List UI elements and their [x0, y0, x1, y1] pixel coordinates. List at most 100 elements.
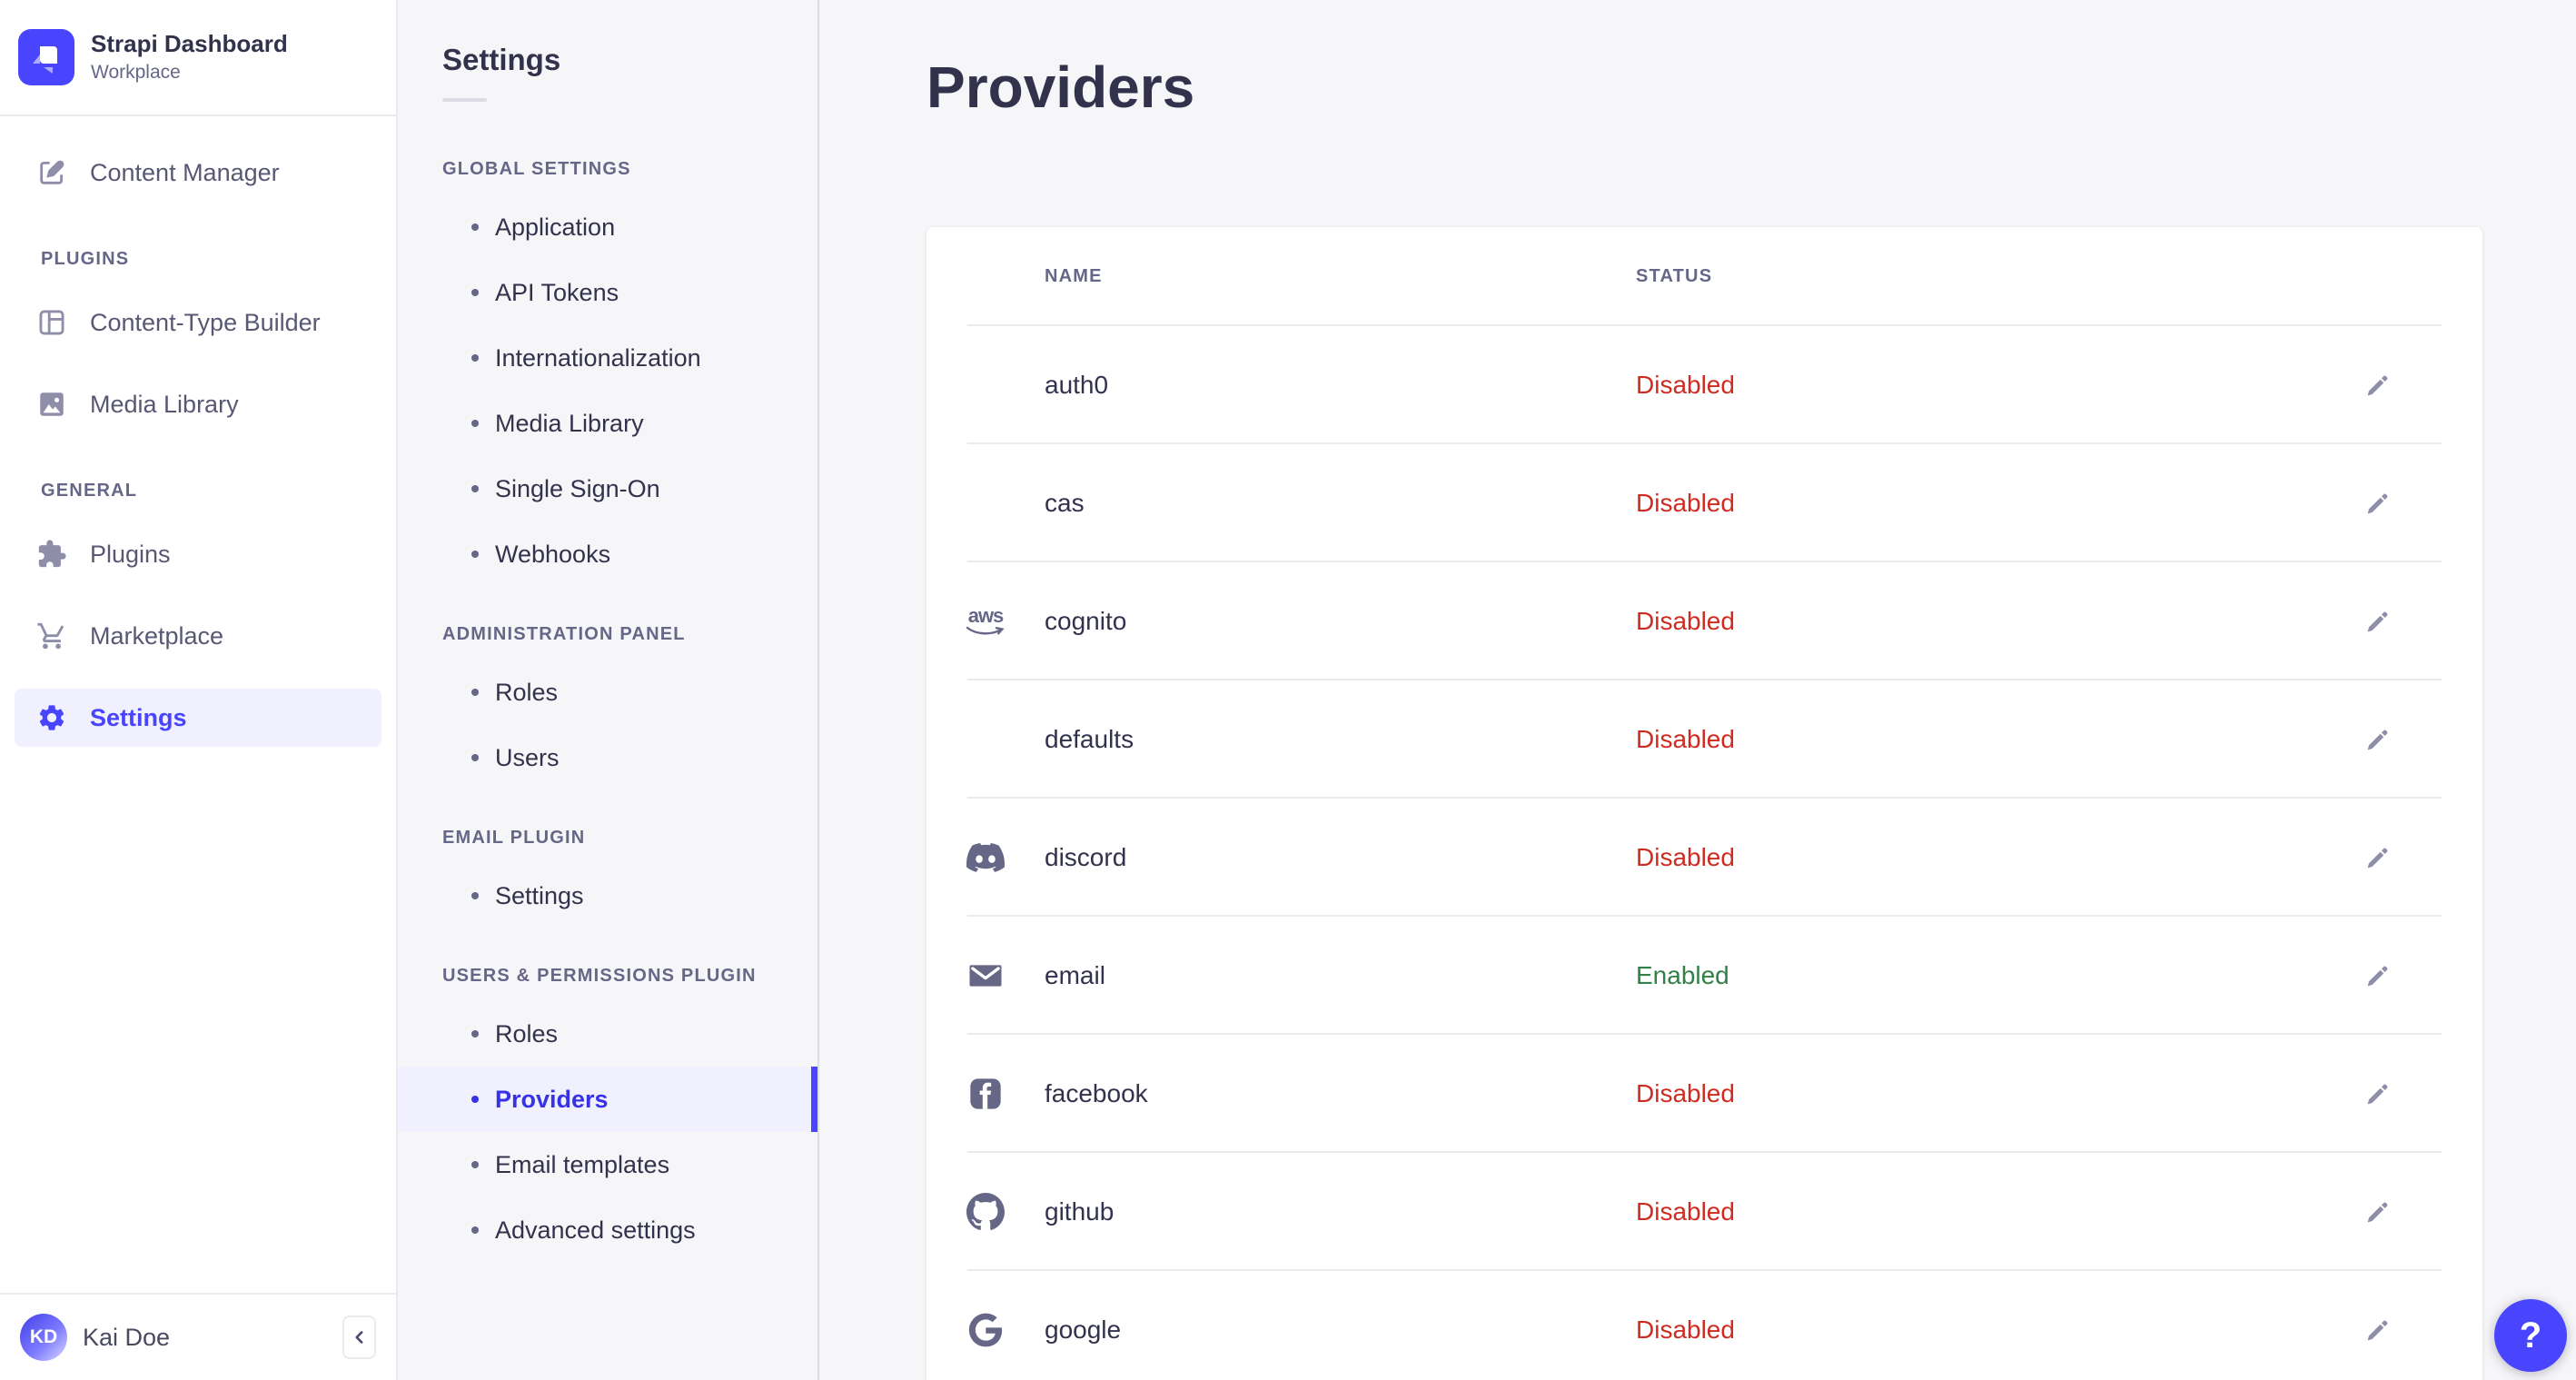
subnav-list-email-plugin: Settings — [398, 863, 817, 928]
edit-provider-button[interactable] — [2358, 1310, 2398, 1350]
provider-actions — [2274, 601, 2482, 641]
avatar[interactable]: KD — [20, 1314, 67, 1361]
bullet-icon — [471, 1161, 479, 1168]
sidebar-user-area: KD Kai Doe — [0, 1293, 396, 1380]
edit-provider-button[interactable] — [2358, 601, 2398, 641]
subnav-item-label: Email templates — [495, 1150, 670, 1178]
edit-provider-button[interactable] — [2358, 1192, 2398, 1232]
sidebar-item-media-library[interactable]: Media Library — [15, 375, 381, 433]
subnav-item-label: API Tokens — [495, 278, 619, 306]
edit-provider-button[interactable] — [2358, 365, 2398, 405]
edit-provider-button[interactable] — [2358, 838, 2398, 878]
email-icon — [926, 958, 1045, 994]
provider-name: google — [1045, 1315, 1122, 1344]
sidebar-section-plugins: PLUGINS — [41, 249, 130, 269]
subnav-item-webhooks[interactable]: Webhooks — [398, 521, 817, 587]
table-header-row: NAME STATUS — [926, 227, 2482, 326]
provider-name: github — [1045, 1197, 1115, 1226]
provider-name: cas — [1045, 489, 1085, 517]
bullet-icon — [471, 354, 479, 362]
subnav-item-email-templates[interactable]: Email templates — [398, 1132, 817, 1197]
subnav-item-application[interactable]: Application — [398, 194, 817, 260]
sidebar-item-label: Content-Type Builder — [90, 308, 321, 336]
provider-actions — [2274, 483, 2482, 523]
subnav-list-administration-panel: Roles Users — [398, 660, 817, 790]
subnav-item-single-sign-on[interactable]: Single Sign-On — [398, 456, 817, 521]
provider-status: Disabled — [1636, 607, 1735, 635]
page-title: Providers — [926, 55, 1195, 120]
edit-provider-button[interactable] — [2358, 483, 2398, 523]
sidebar-item-label: Media Library — [90, 390, 239, 418]
provider-name: defaults — [1045, 725, 1134, 753]
subnav-item-label: Providers — [495, 1085, 609, 1113]
subnav-section-users-permissions-plugin: USERS & PERMISSIONS PLUGIN — [442, 966, 757, 986]
subnav-item-label: Webhooks — [495, 540, 611, 568]
sidebar-item-marketplace[interactable]: Marketplace — [15, 607, 381, 665]
bullet-icon — [471, 289, 479, 296]
provider-name: cognito — [1045, 607, 1127, 635]
subnav-item-providers[interactable]: Providers — [398, 1067, 817, 1132]
provider-status: Disabled — [1636, 1197, 1735, 1226]
provider-status: Disabled — [1636, 843, 1735, 871]
bullet-icon — [471, 754, 479, 761]
content-type-builder-icon — [36, 307, 67, 338]
subnav-item-internationalization[interactable]: Internationalization — [398, 325, 817, 391]
subnav-list-users-permissions: Roles Providers Email templates Advanced… — [398, 1001, 817, 1263]
provider-name: email — [1045, 961, 1105, 989]
subnav-item-label: Settings — [495, 881, 584, 909]
provider-actions — [2274, 838, 2482, 878]
provider-actions — [2274, 1310, 2482, 1350]
subnav-item-label: Advanced settings — [495, 1216, 696, 1244]
subnav-list-global-settings: Application API Tokens Internationalizat… — [398, 194, 817, 587]
help-button[interactable]: ? — [2494, 1299, 2567, 1372]
google-icon — [926, 1313, 1045, 1347]
provider-actions — [2274, 1074, 2482, 1114]
provider-status: Disabled — [1636, 1079, 1735, 1107]
subnav-item-label: Internationalization — [495, 343, 701, 372]
table-row: auth0 Disabled — [926, 326, 2482, 444]
provider-status: Disabled — [1636, 1315, 1735, 1344]
media-library-icon — [36, 389, 67, 420]
subnav-item-email-settings[interactable]: Settings — [398, 863, 817, 928]
subnav-section-email-plugin: EMAIL PLUGIN — [442, 828, 586, 848]
sidebar-item-plugins[interactable]: Plugins — [15, 525, 381, 583]
subnav-item-up-roles[interactable]: Roles — [398, 1001, 817, 1067]
bullet-icon — [471, 1096, 479, 1103]
settings-subnav: Settings GLOBAL SETTINGS Application API… — [398, 0, 819, 1380]
github-icon — [926, 1193, 1045, 1231]
sidebar-item-label: Settings — [90, 703, 187, 731]
collapse-sidebar-button[interactable] — [342, 1315, 376, 1359]
table-row: email Enabled — [926, 917, 2482, 1035]
subnav-title-divider — [442, 98, 487, 102]
subnav-section-administration-panel: ADMINISTRATION PANEL — [442, 624, 686, 644]
provider-actions — [2274, 720, 2482, 759]
sidebar-item-content-type-builder[interactable]: Content-Type Builder — [15, 293, 381, 352]
table-row: facebook Disabled — [926, 1035, 2482, 1153]
edit-provider-button[interactable] — [2358, 1074, 2398, 1114]
provider-name: discord — [1045, 843, 1127, 871]
column-header-status: STATUS — [1636, 266, 1713, 286]
table-row: aws cognito Disabled — [926, 562, 2482, 680]
subnav-section-global-settings: GLOBAL SETTINGS — [442, 159, 631, 179]
subnav-item-media-library[interactable]: Media Library — [398, 391, 817, 456]
edit-provider-button[interactable] — [2358, 720, 2398, 759]
settings-gear-icon — [36, 702, 67, 733]
sidebar-item-label: Plugins — [90, 540, 171, 568]
subnav-item-api-tokens[interactable]: API Tokens — [398, 260, 817, 325]
table-row: discord Disabled — [926, 799, 2482, 917]
provider-actions — [2274, 1192, 2482, 1232]
provider-status: Disabled — [1636, 371, 1735, 399]
workspace-header[interactable]: Strapi Dashboard Workplace — [0, 0, 396, 116]
strapi-logo-icon — [18, 29, 74, 85]
edit-provider-button[interactable] — [2358, 956, 2398, 996]
bullet-icon — [471, 551, 479, 558]
provider-status: Disabled — [1636, 489, 1735, 517]
sidebar-item-content-manager[interactable]: Content Manager — [15, 144, 381, 202]
subnav-item-advanced-settings[interactable]: Advanced settings — [398, 1197, 817, 1263]
subnav-item-admin-users[interactable]: Users — [398, 725, 817, 790]
subnav-item-admin-roles[interactable]: Roles — [398, 660, 817, 725]
sidebar-item-settings[interactable]: Settings — [15, 689, 381, 747]
workspace-name: Workplace — [91, 62, 181, 84]
facebook-icon — [926, 1076, 1045, 1112]
subnav-item-label: Application — [495, 213, 616, 241]
